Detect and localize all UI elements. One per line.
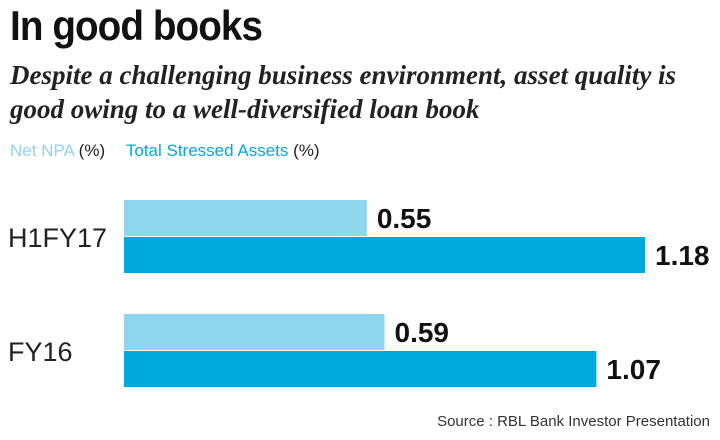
bar-total-stressed-assets-h1fy17 bbox=[124, 237, 645, 273]
chart-title: In good books bbox=[10, 2, 263, 49]
legend-item-net-npa: Net NPA (%) bbox=[10, 141, 110, 160]
legend-label-total-stressed-assets: Total Stressed Assets bbox=[125, 141, 289, 160]
data-label-total-stressed-assets-fy16: 1.07 bbox=[606, 354, 661, 385]
bar-net-npa-h1fy17 bbox=[124, 200, 367, 236]
bar-net-npa-fy16 bbox=[124, 314, 385, 350]
data-label-net-npa-fy16: 0.59 bbox=[395, 317, 450, 348]
bar-total-stressed-assets-fy16 bbox=[124, 351, 597, 387]
category-label-h1fy17: H1FY17 bbox=[8, 223, 107, 253]
legend-unit-total-stressed-assets: (%) bbox=[293, 141, 320, 160]
legend-unit-net-npa: (%) bbox=[78, 141, 106, 160]
data-label-total-stressed-assets-h1fy17: 1.18 bbox=[655, 240, 710, 271]
category-label-fy16: FY16 bbox=[8, 337, 73, 367]
source-note: Source : RBL Bank Investor Presentation bbox=[437, 413, 710, 430]
legend: Net NPA (%) Total Stressed Assets (%) bbox=[10, 141, 336, 161]
chart-subtitle: Despite a challenging business environme… bbox=[10, 60, 677, 124]
legend-item-total-stressed-assets: Total Stressed Assets (%) bbox=[126, 141, 320, 160]
data-label-net-npa-h1fy17: 0.55 bbox=[377, 203, 432, 234]
legend-label-net-npa: Net NPA bbox=[10, 141, 74, 160]
